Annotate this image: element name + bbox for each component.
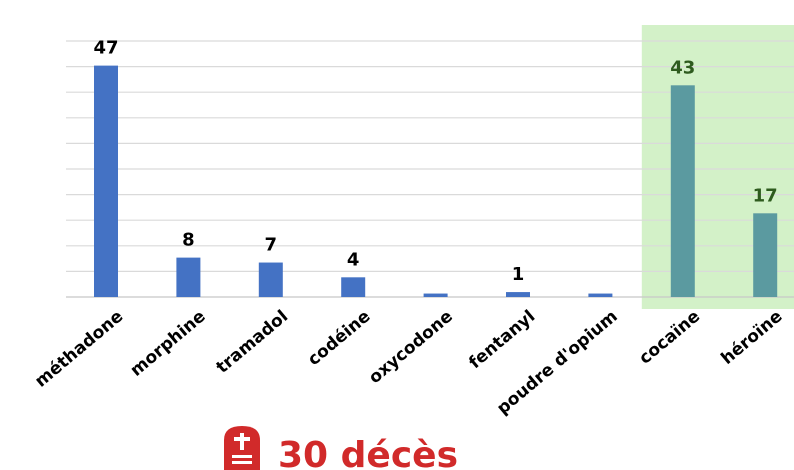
data-label: 7 bbox=[265, 235, 278, 256]
x-tick-label: méthadone bbox=[31, 307, 127, 392]
x-tick-label: cocaïne bbox=[635, 307, 704, 369]
bar-5 bbox=[423, 293, 448, 297]
data-label: 17 bbox=[753, 185, 778, 206]
data-label: 1 bbox=[512, 264, 525, 285]
x-tick-label: codéine bbox=[304, 307, 374, 370]
data-label: 4 bbox=[347, 249, 360, 270]
bar-7 bbox=[588, 293, 613, 297]
data-label: 8 bbox=[182, 230, 195, 251]
x-tick-label: fentanyl bbox=[465, 307, 539, 374]
death-count-footer: 30 décès bbox=[220, 426, 458, 470]
x-tick-label: tramadol bbox=[213, 307, 292, 378]
bar-6 bbox=[506, 292, 530, 297]
bar-4 bbox=[341, 277, 366, 297]
data-label: 43 bbox=[670, 57, 695, 78]
bar-8 bbox=[670, 85, 695, 297]
bar-1 bbox=[94, 65, 118, 297]
bar-9 bbox=[753, 213, 778, 297]
death-count-label: 30 décès bbox=[278, 435, 458, 470]
tombstone-cross-icon bbox=[224, 426, 260, 470]
bar-3 bbox=[258, 262, 283, 297]
x-tick-label: oxycodone bbox=[365, 307, 457, 389]
x-tick-label: morphine bbox=[127, 307, 210, 381]
x-tick-label: héroïne bbox=[718, 307, 787, 369]
bar-2 bbox=[176, 257, 201, 297]
data-label: 47 bbox=[93, 38, 118, 59]
